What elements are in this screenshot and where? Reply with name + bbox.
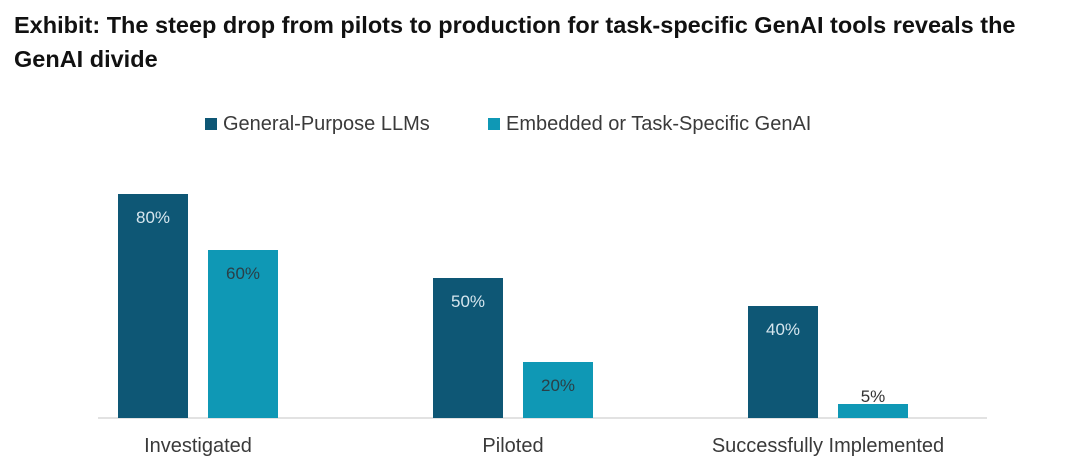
x-tick-label-piloted: Piloted	[482, 435, 543, 457]
data-label-investigated-embedded-or-task-specific-genai: 60%	[226, 264, 260, 283]
bar-investigated-general-purpose-llms	[118, 194, 188, 418]
legend-item-task-specific-genai: Embedded or Task-Specific GenAI	[488, 111, 811, 137]
data-label-piloted-general-purpose-llms: 50%	[451, 292, 485, 311]
bar-successfully-implemented-embedded-or-task-specific-genai	[838, 404, 908, 418]
bar-investigated-embedded-or-task-specific-genai	[208, 250, 278, 418]
chart-title: Exhibit: The steep drop from pilots to p…	[14, 12, 1016, 72]
data-label-investigated-general-purpose-llms: 80%	[136, 208, 170, 227]
legend-swatch-task-specific-genai	[488, 118, 500, 130]
legend-swatch-general-purpose-llms	[205, 118, 217, 130]
x-tick-label-successfully-implemented: Successfully Implemented	[712, 435, 944, 457]
bar-piloted-general-purpose-llms	[433, 278, 503, 418]
bar-piloted-embedded-or-task-specific-genai	[523, 362, 593, 418]
legend-item-general-purpose-llms: General-Purpose LLMs	[205, 111, 430, 137]
bar-successfully-implemented-general-purpose-llms	[748, 306, 818, 418]
chart-legend: General-Purpose LLMs Embedded or Task-Sp…	[0, 111, 1080, 137]
data-label-successfully-implemented-embedded-or-task-specific-genai: 5%	[861, 387, 886, 406]
data-label-successfully-implemented-general-purpose-llms: 40%	[766, 320, 800, 339]
x-tick-label-investigated: Investigated	[144, 435, 252, 457]
data-label-piloted-embedded-or-task-specific-genai: 20%	[541, 376, 575, 395]
legend-label-task-specific-genai: Embedded or Task-Specific GenAI	[506, 112, 812, 135]
legend-label-general-purpose-llms: General-Purpose LLMs	[223, 112, 430, 135]
